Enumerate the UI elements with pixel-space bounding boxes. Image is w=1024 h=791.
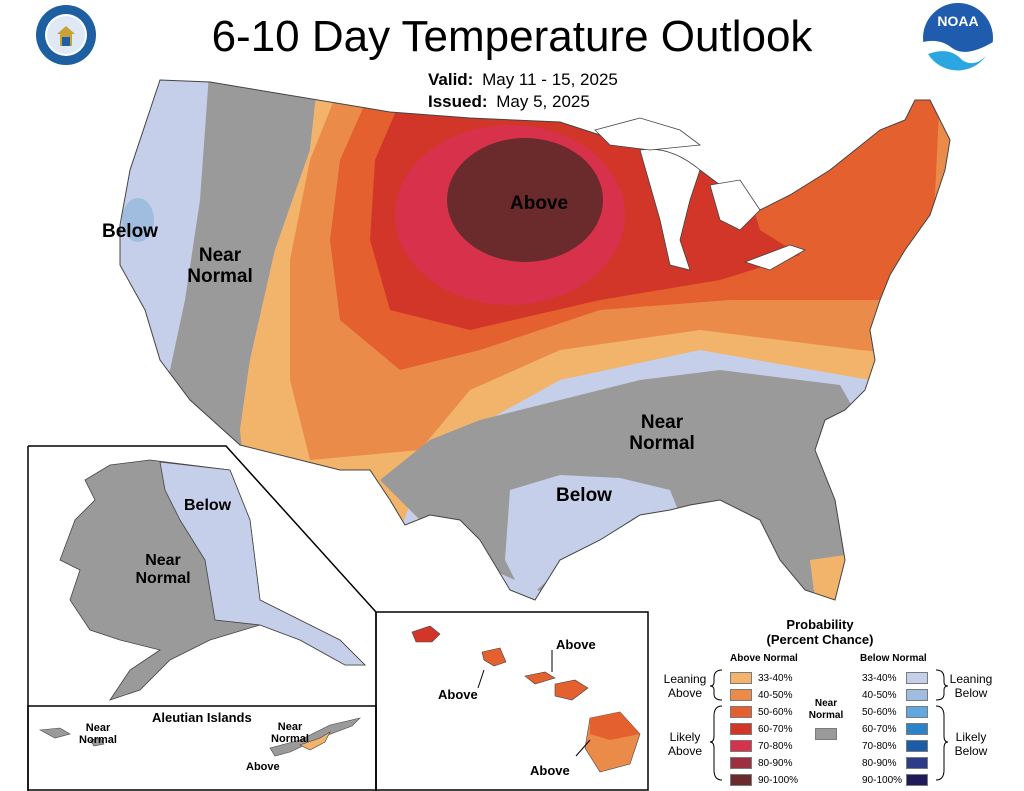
legend-above-swatch [730,706,752,718]
label-hi-above-3: Above [530,763,570,778]
label-hi-above-2: Above [438,687,478,702]
svg-text:NOAA: NOAA [937,13,978,29]
florida-above-zone [810,555,845,600]
legend-below-header: Below Normal [860,653,927,664]
above-80-90-zone [447,138,603,262]
page-title: 6-10 Day Temperature Outlook [211,12,813,61]
legend-above-label: 80-90% [758,758,793,769]
legend-above-label: 33-40% [758,673,793,684]
legend-likely-above: Likely Above [667,730,703,759]
label-above-north: Above [510,193,569,214]
legend-leaning-above: Leaning Above [663,672,707,701]
legend-below-label: 70-80% [862,741,897,752]
legend-above-label: 50-60% [758,707,793,718]
below-texas-zone [505,475,680,600]
label-hi-above-1: Above [556,637,596,652]
legend-above-swatch [730,774,752,786]
lake-erie [743,244,806,271]
label-aleutian-above: Above [246,761,280,773]
legend-subtitle: (Percent Chance) [766,632,874,647]
valid-line: Valid: May 11 - 15, 2025 [428,70,618,90]
legend-below-label: 80-90% [862,758,897,769]
legend-likely-below: Likely Below [954,730,988,759]
legend-below-label: 40-50% [862,690,897,701]
legend-above-label: 70-80% [758,741,793,752]
legend-above-swatch [730,740,752,752]
legend-above-swatch [730,757,752,769]
legend-above-header: Above Normal [730,653,798,664]
legend-below-swatch [906,689,928,701]
label-ak-near: Near Normal [135,552,191,587]
legend-above-label: 90-100% [758,775,799,786]
legend-below-swatch [906,757,928,769]
aleutian-title: Aleutian Islands [152,710,252,725]
legend-leaning-below: Leaning Below [949,672,993,701]
label-aleutian-near-right: Near Normal [271,721,309,746]
label-aleutian-near-left: Near Normal [79,722,117,747]
legend-above-label: 40-50% [758,690,793,701]
legend-title: Probability [786,617,854,632]
lake-huron [709,179,761,231]
legend-below-swatch [906,723,928,735]
legend-below-label: 90-100% [862,775,903,786]
issued-line: Issued: May 5, 2025 [428,92,590,112]
label-ak-below: Below [184,497,232,514]
label-near-southeast: Near Normal [629,412,695,454]
lake-superior [594,117,702,151]
near-normal-west-zone [120,80,320,460]
legend-above-label: 60-70% [758,724,793,735]
issued-value: May 5, 2025 [496,92,590,111]
noaa-logo-icon: NOAA [923,3,993,74]
legend-above-swatch [730,672,752,684]
legend-above-swatch [730,689,752,701]
valid-label: Valid: [428,70,474,89]
valid-value: May 11 - 15, 2025 [482,70,618,89]
label-below-west: Below [102,221,158,242]
legend-below-label: 60-70% [862,724,897,735]
label-near-west: Near Normal [187,245,253,287]
below-40-50-zone [122,198,154,242]
legend-below-label: 33-40% [862,673,897,684]
legend-near-label: Near Normal [808,698,844,721]
issued-label: Issued: [428,92,488,111]
commerce-seal-icon [36,5,96,65]
legend-below-swatch [906,672,928,684]
legend-below-label: 50-60% [862,707,897,718]
legend-below-swatch [906,774,928,786]
legend-above-swatch [730,723,752,735]
label-below-texas: Below [556,485,612,506]
legend-below-swatch [906,740,928,752]
legend-below-swatch [906,706,928,718]
legend-near-swatch [815,728,837,740]
